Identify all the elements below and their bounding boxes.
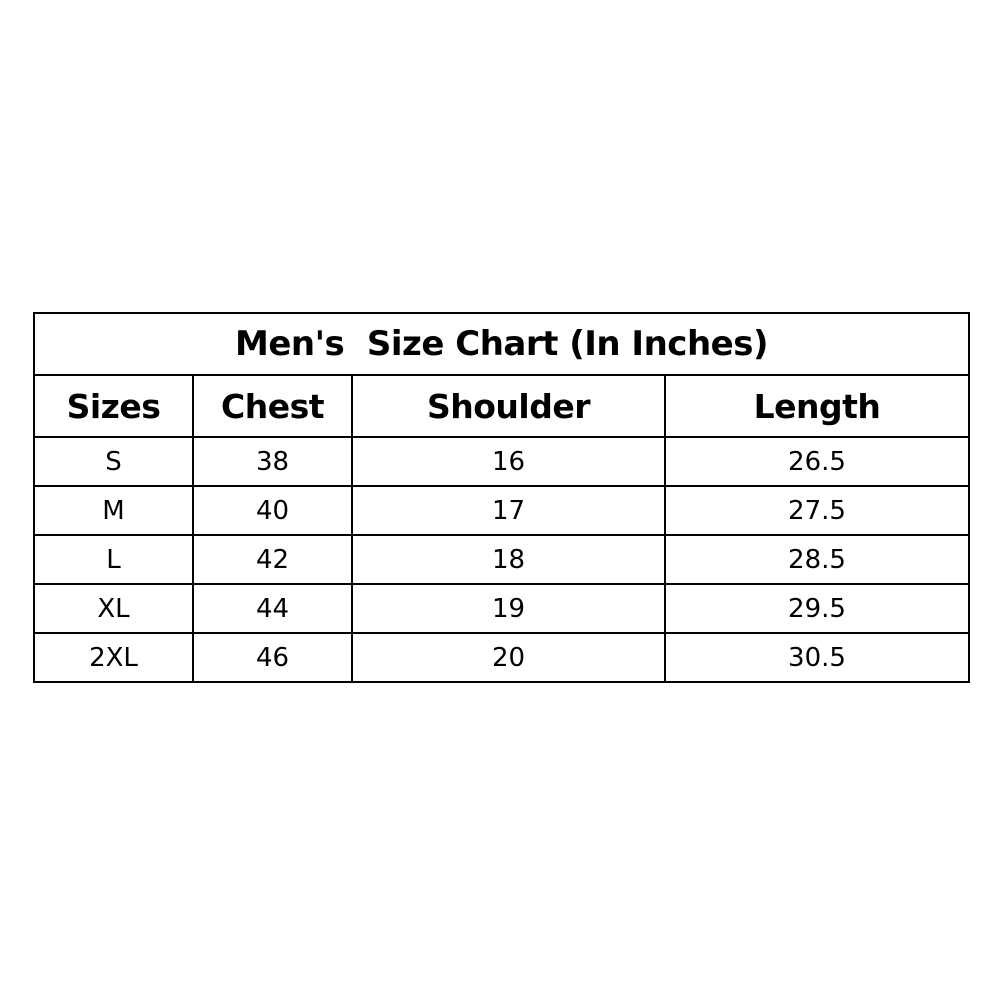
size-cell: M: [33, 485, 194, 536]
shoulder-cell: 16: [351, 436, 666, 487]
table-row: M 40 17 27.5: [33, 485, 970, 536]
shoulder-cell: 17: [351, 485, 666, 536]
size-cell: 2XL: [33, 632, 194, 683]
chest-cell: 46: [192, 632, 353, 683]
shoulder-cell: 18: [351, 534, 666, 585]
column-header-sizes: Sizes: [33, 374, 194, 438]
chest-cell: 40: [192, 485, 353, 536]
column-header-shoulder: Shoulder: [351, 374, 666, 438]
column-header-length: Length: [664, 374, 970, 438]
column-header-chest: Chest: [192, 374, 353, 438]
chest-cell: 38: [192, 436, 353, 487]
length-cell: 27.5: [664, 485, 970, 536]
size-cell: S: [33, 436, 194, 487]
size-cell: L: [33, 534, 194, 585]
table-row: S 38 16 26.5: [33, 436, 970, 487]
size-cell: XL: [33, 583, 194, 634]
length-cell: 29.5: [664, 583, 970, 634]
size-chart-table: Men's Size Chart (In Inches) Sizes Chest…: [33, 312, 970, 683]
table-row: L 42 18 28.5: [33, 534, 970, 585]
shoulder-cell: 20: [351, 632, 666, 683]
length-cell: 28.5: [664, 534, 970, 585]
table-row: 2XL 46 20 30.5: [33, 632, 970, 683]
shoulder-cell: 19: [351, 583, 666, 634]
length-cell: 26.5: [664, 436, 970, 487]
table-row: XL 44 19 29.5: [33, 583, 970, 634]
chest-cell: 42: [192, 534, 353, 585]
table-title: Men's Size Chart (In Inches): [33, 312, 970, 376]
length-cell: 30.5: [664, 632, 970, 683]
header-row: Sizes Chest Shoulder Length: [33, 374, 970, 438]
chest-cell: 44: [192, 583, 353, 634]
